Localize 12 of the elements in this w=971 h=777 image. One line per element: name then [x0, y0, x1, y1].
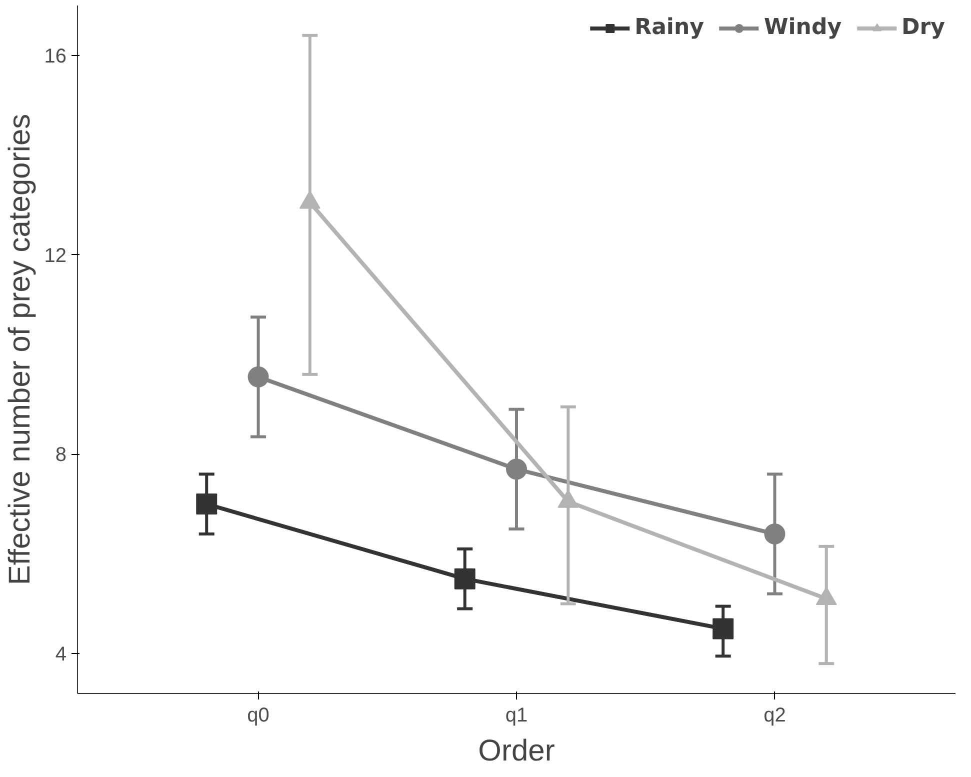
legend-label: Windy	[764, 15, 842, 40]
x-tick-label: q1	[505, 704, 528, 726]
legend-label: Dry	[902, 15, 945, 40]
x-tick-label: q2	[764, 704, 786, 726]
y-tick-label: 8	[55, 444, 66, 466]
y-axis-title: Effective number of prey categories	[3, 114, 36, 586]
y-tick-label: 4	[55, 644, 66, 666]
x-tick-label: q0	[247, 704, 270, 726]
legend-label: Rainy	[634, 15, 704, 40]
y-tick-label: 12	[44, 244, 67, 267]
x-axis-title: Order	[478, 734, 555, 768]
y-tick-label: 16	[44, 45, 67, 68]
